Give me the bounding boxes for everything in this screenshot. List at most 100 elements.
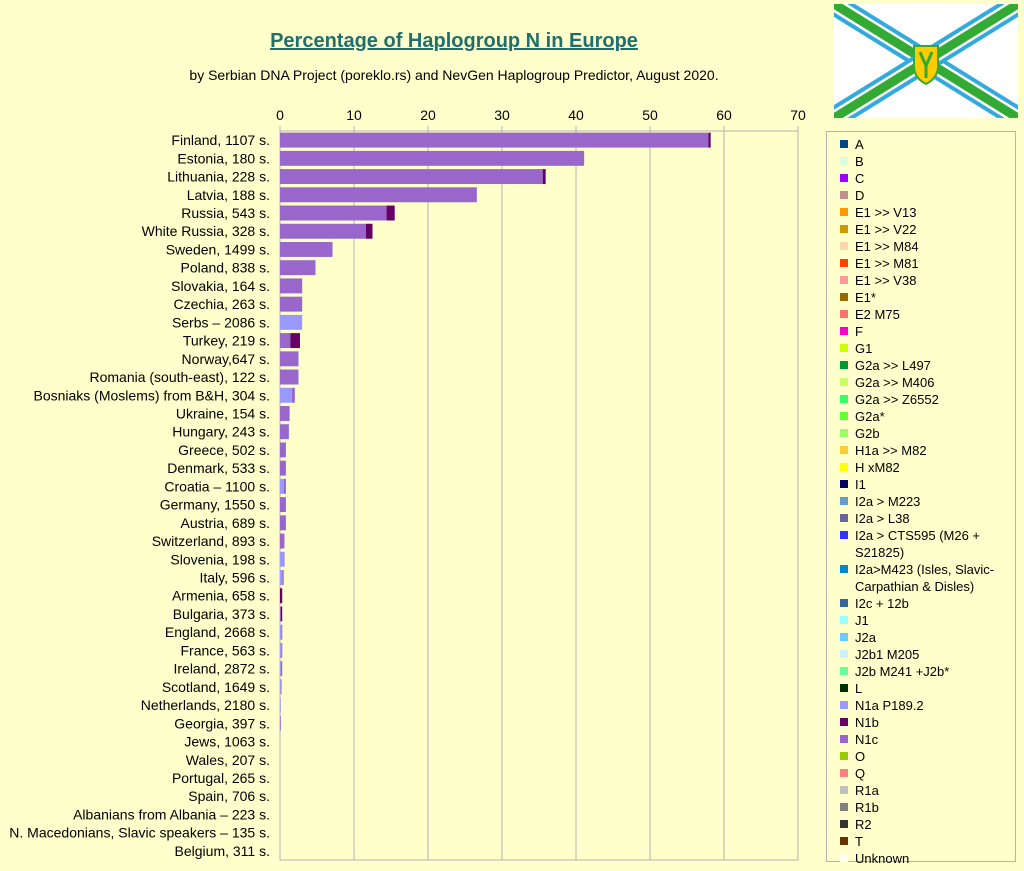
category-label: Turkey, 219 s. bbox=[183, 333, 270, 349]
bar-segment bbox=[280, 460, 286, 476]
legend-swatch bbox=[840, 752, 848, 760]
legend-item: H xM82 bbox=[837, 459, 1015, 476]
flag-emblem bbox=[834, 4, 1018, 118]
category-label: Latvia, 188 s. bbox=[187, 187, 270, 203]
legend-label: E1 >> M81 bbox=[855, 256, 919, 271]
bar-segment bbox=[280, 150, 585, 166]
legend-swatch bbox=[840, 276, 848, 284]
legend-swatch bbox=[840, 667, 848, 675]
legend-label: B bbox=[855, 154, 864, 169]
legend-label: I1 bbox=[855, 477, 866, 492]
legend-label: E2 M75 bbox=[855, 307, 900, 322]
bar-segment bbox=[280, 679, 282, 695]
legend-item: Unknown bbox=[837, 850, 1015, 867]
legend-item: J2a bbox=[837, 629, 1015, 646]
legend-swatch bbox=[840, 361, 848, 369]
x-tick-label: 0 bbox=[276, 107, 284, 123]
x-tick-label: 70 bbox=[790, 107, 806, 123]
category-label: Czechia, 263 s. bbox=[174, 296, 271, 312]
bar-segment bbox=[282, 570, 284, 585]
bar-segment bbox=[283, 551, 285, 567]
category-label: Armenia, 658 s. bbox=[172, 588, 270, 604]
legend-label: E1 >> V13 bbox=[855, 205, 917, 220]
bar-segment bbox=[280, 260, 316, 276]
category-label: Slovenia, 198 s. bbox=[170, 551, 270, 567]
legend-swatch bbox=[840, 429, 848, 437]
legend-label: G2a >> Z6552 bbox=[855, 392, 939, 407]
category-label: N. Macedonians, Slavic speakers – 135 s. bbox=[9, 825, 270, 841]
bar-segment bbox=[280, 661, 281, 677]
legend-swatch bbox=[840, 633, 848, 641]
legend-label: G2b bbox=[855, 426, 880, 441]
legend-label: Unknown bbox=[855, 851, 910, 866]
legend-item: G2b bbox=[837, 425, 1015, 442]
chart-subtitle: by Serbian DNA Project (poreklo.rs) and … bbox=[189, 67, 719, 83]
legend-label: E1 >> M84 bbox=[855, 239, 919, 254]
legend-label: I2a>M423 (Isles, Slavic-Carpathian & Dis… bbox=[855, 562, 995, 594]
bar-segment bbox=[280, 606, 281, 622]
legend-swatch bbox=[840, 803, 848, 811]
legend-label: C bbox=[855, 171, 865, 186]
legend-swatch bbox=[840, 191, 848, 199]
legend-swatch bbox=[840, 684, 848, 692]
legend-label: G2a* bbox=[855, 409, 885, 424]
legend-item: R1b bbox=[837, 799, 1015, 816]
legend-label: H xM82 bbox=[855, 460, 900, 475]
legend-item: G2a >> Z6552 bbox=[837, 391, 1015, 408]
category-label: White Russia, 328 s. bbox=[142, 223, 270, 239]
legend-item: E1 >> V22 bbox=[837, 221, 1015, 238]
category-label: Romania (south-east), 122 s. bbox=[89, 369, 270, 385]
bar-segment bbox=[280, 624, 282, 640]
legend-label: R2 bbox=[855, 817, 872, 832]
bar-segment bbox=[280, 715, 281, 731]
legend-swatch bbox=[840, 599, 848, 607]
legend-label: I2a > M223 bbox=[855, 494, 921, 509]
legend-label: H1a >> M82 bbox=[855, 443, 927, 458]
legend-item: R1a bbox=[837, 782, 1015, 799]
legend-swatch bbox=[840, 531, 848, 539]
legend-swatch bbox=[840, 735, 848, 743]
legend-label: J1 bbox=[855, 613, 869, 628]
bar-segment bbox=[280, 223, 366, 239]
category-label: Italy, 596 s. bbox=[199, 570, 270, 586]
legend-item: N1a P189.2 bbox=[837, 697, 1015, 714]
bar-segment bbox=[280, 296, 303, 312]
legend-label: N1c bbox=[855, 732, 879, 747]
legend-swatch bbox=[840, 225, 848, 233]
bar-segment bbox=[280, 606, 283, 622]
bar-segment bbox=[386, 205, 395, 221]
legend-label: I2c + 12b bbox=[855, 596, 909, 611]
legend-item: G1 bbox=[837, 340, 1015, 357]
legend-item: E1 >> V38 bbox=[837, 272, 1015, 289]
legend-item: J2b1 M205 bbox=[837, 646, 1015, 663]
legend-label: J2b1 M205 bbox=[855, 647, 920, 662]
bar-segment bbox=[280, 570, 283, 585]
legend-item: Q bbox=[837, 765, 1015, 782]
legend-swatch bbox=[840, 701, 848, 709]
legend-label: L bbox=[855, 681, 863, 696]
legend-label: N1b bbox=[855, 715, 879, 730]
category-label: Poland, 838 s. bbox=[180, 260, 270, 276]
legend-item: C bbox=[837, 170, 1015, 187]
bar-segment bbox=[542, 169, 546, 185]
legend-item: B bbox=[837, 153, 1015, 170]
category-label: Hungary, 243 s. bbox=[172, 424, 270, 440]
legend-item: R2 bbox=[837, 816, 1015, 833]
category-label: Georgia, 397 s. bbox=[174, 715, 270, 731]
bar-segment bbox=[280, 551, 284, 567]
legend-swatch bbox=[840, 174, 848, 182]
x-tick-label: 30 bbox=[494, 107, 510, 123]
category-label: Germany, 1550 s. bbox=[160, 497, 270, 513]
legend-swatch bbox=[840, 327, 848, 335]
legend-item: N1c bbox=[837, 731, 1015, 748]
bar-segment bbox=[280, 442, 286, 458]
legend-item: A bbox=[837, 136, 1015, 153]
legend-item: I2c + 12b bbox=[837, 595, 1015, 612]
category-label: France, 563 s. bbox=[181, 642, 271, 658]
legend-label: R1b bbox=[855, 800, 879, 815]
bar-segment bbox=[280, 169, 543, 185]
category-label: Croatia – 1100 s. bbox=[164, 478, 270, 494]
legend-item: I2a > L38 bbox=[837, 510, 1015, 527]
legend-swatch bbox=[840, 565, 848, 573]
bar-segment bbox=[280, 369, 299, 385]
